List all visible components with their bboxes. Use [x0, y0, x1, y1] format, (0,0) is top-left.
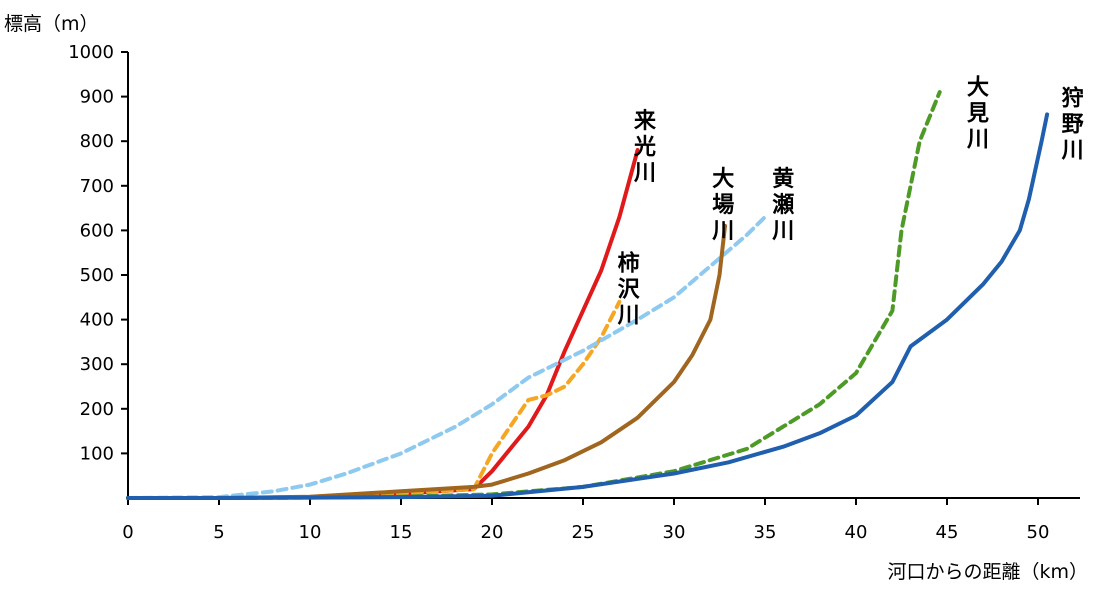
- y-tick-label: 600: [80, 220, 114, 241]
- y-tick-label: 900: [80, 87, 114, 108]
- series-label: 大見川: [966, 75, 989, 152]
- series-label: 来光川: [633, 109, 657, 186]
- y-tick-label: 700: [80, 176, 114, 197]
- y-tick-label: 1000: [68, 42, 114, 63]
- y-tick-label: 300: [80, 354, 114, 375]
- y-tick-label: 400: [80, 310, 114, 331]
- x-tick-label: 30: [663, 522, 686, 543]
- series-label: 大場川: [711, 167, 734, 244]
- x-tick-label: 15: [390, 522, 413, 543]
- x-tick-label: 10: [299, 522, 322, 543]
- series-line-1: [126, 148, 640, 500]
- x-axis-title: 河口からの距離（km）: [887, 561, 1088, 583]
- y-tick-label: 800: [80, 131, 114, 152]
- series-line-3: [126, 215, 767, 500]
- series-line-5: [126, 90, 942, 500]
- x-tick-label: 25: [572, 522, 595, 543]
- y-tick-label: 200: [80, 399, 114, 420]
- x-tick-label: 5: [213, 522, 224, 543]
- axes: [121, 51, 1080, 505]
- series-label: 柿沢川: [617, 251, 641, 329]
- series-label: 狩野川: [1061, 86, 1084, 164]
- x-tick-label: 45: [936, 522, 959, 543]
- x-tick-label: 35: [754, 522, 777, 543]
- series-label: 黄瀬川: [771, 167, 794, 244]
- series-line-6: [126, 112, 1050, 500]
- series-line-4: [126, 223, 727, 500]
- y-tick-label: 500: [80, 265, 114, 286]
- x-tick-label: 20: [481, 522, 504, 543]
- series-lines: [126, 90, 1050, 500]
- x-tick-label: 40: [845, 522, 868, 543]
- x-tick-label: 50: [1027, 522, 1050, 543]
- y-axis-title: 標高（m）: [4, 13, 99, 35]
- tick-labels: 100 200 300 400 500 600 700 800 900 1000 0 5 10 15 20 2…: [68, 42, 1049, 543]
- x-tick-label: 0: [122, 522, 133, 543]
- y-tick-label: 100: [80, 443, 114, 464]
